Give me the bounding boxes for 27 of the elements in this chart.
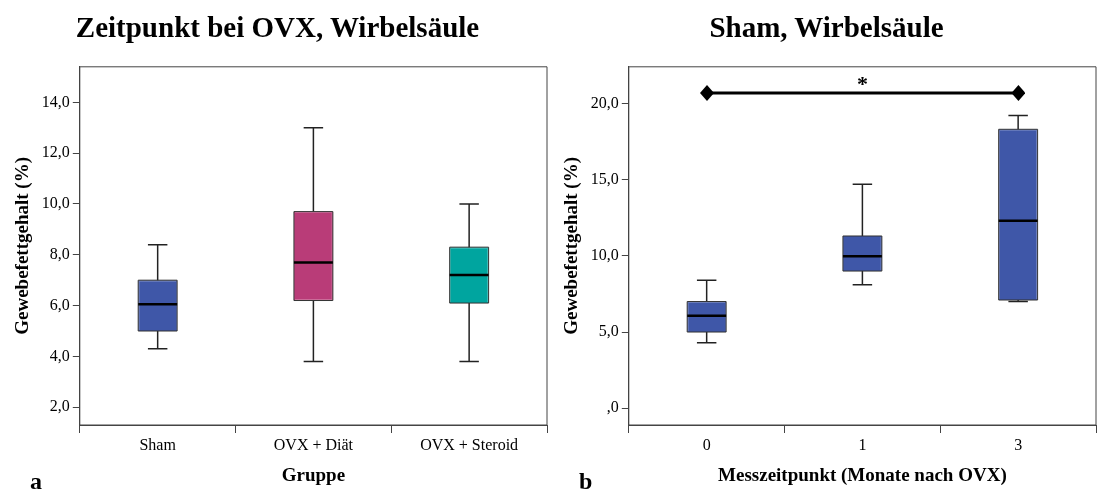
annotation: *: [856, 70, 868, 96]
chart-title: Sham, Wirbelsäule: [709, 10, 944, 43]
x-tick-label: Sham: [139, 435, 177, 453]
y-tick-label: 2,0: [49, 397, 70, 415]
x-tick-label: 3: [1014, 435, 1023, 453]
y-tick-label: 14,0: [41, 92, 70, 110]
y-axis-title: Gewebefettgehalt (%): [11, 157, 34, 335]
y-tick-label: 6,0: [49, 295, 70, 313]
text: b: [579, 468, 593, 494]
y-axis-title: Gewebefettgehalt (%): [560, 157, 583, 335]
x-tick-label: OVX + Diät: [273, 435, 354, 453]
x-axis-title: Messzeitpunkt (Monate nach OVX): [718, 463, 1007, 486]
x-tick-label: OVX + Steroid: [420, 435, 519, 453]
x-tick-label: 0: [702, 435, 711, 453]
y-tick-label: 5,0: [598, 322, 619, 340]
chart-title: Zeitpunkt bei OVX, Wirbelsäule: [75, 10, 480, 43]
x-tick-label: 1: [858, 435, 867, 453]
y-tick-label: ,0: [606, 398, 619, 416]
y-tick-label: 10,0: [41, 194, 70, 212]
y-tick-label: 4,0: [49, 346, 70, 364]
y-tick-label: 8,0: [49, 244, 70, 262]
x-axis-title: Gruppe: [281, 463, 346, 485]
y-tick-label: 12,0: [41, 143, 70, 161]
y-tick-label: 10,0: [590, 246, 619, 264]
text: a: [30, 468, 42, 494]
y-tick-label: 20,0: [590, 93, 619, 111]
y-tick-label: 15,0: [590, 169, 619, 187]
